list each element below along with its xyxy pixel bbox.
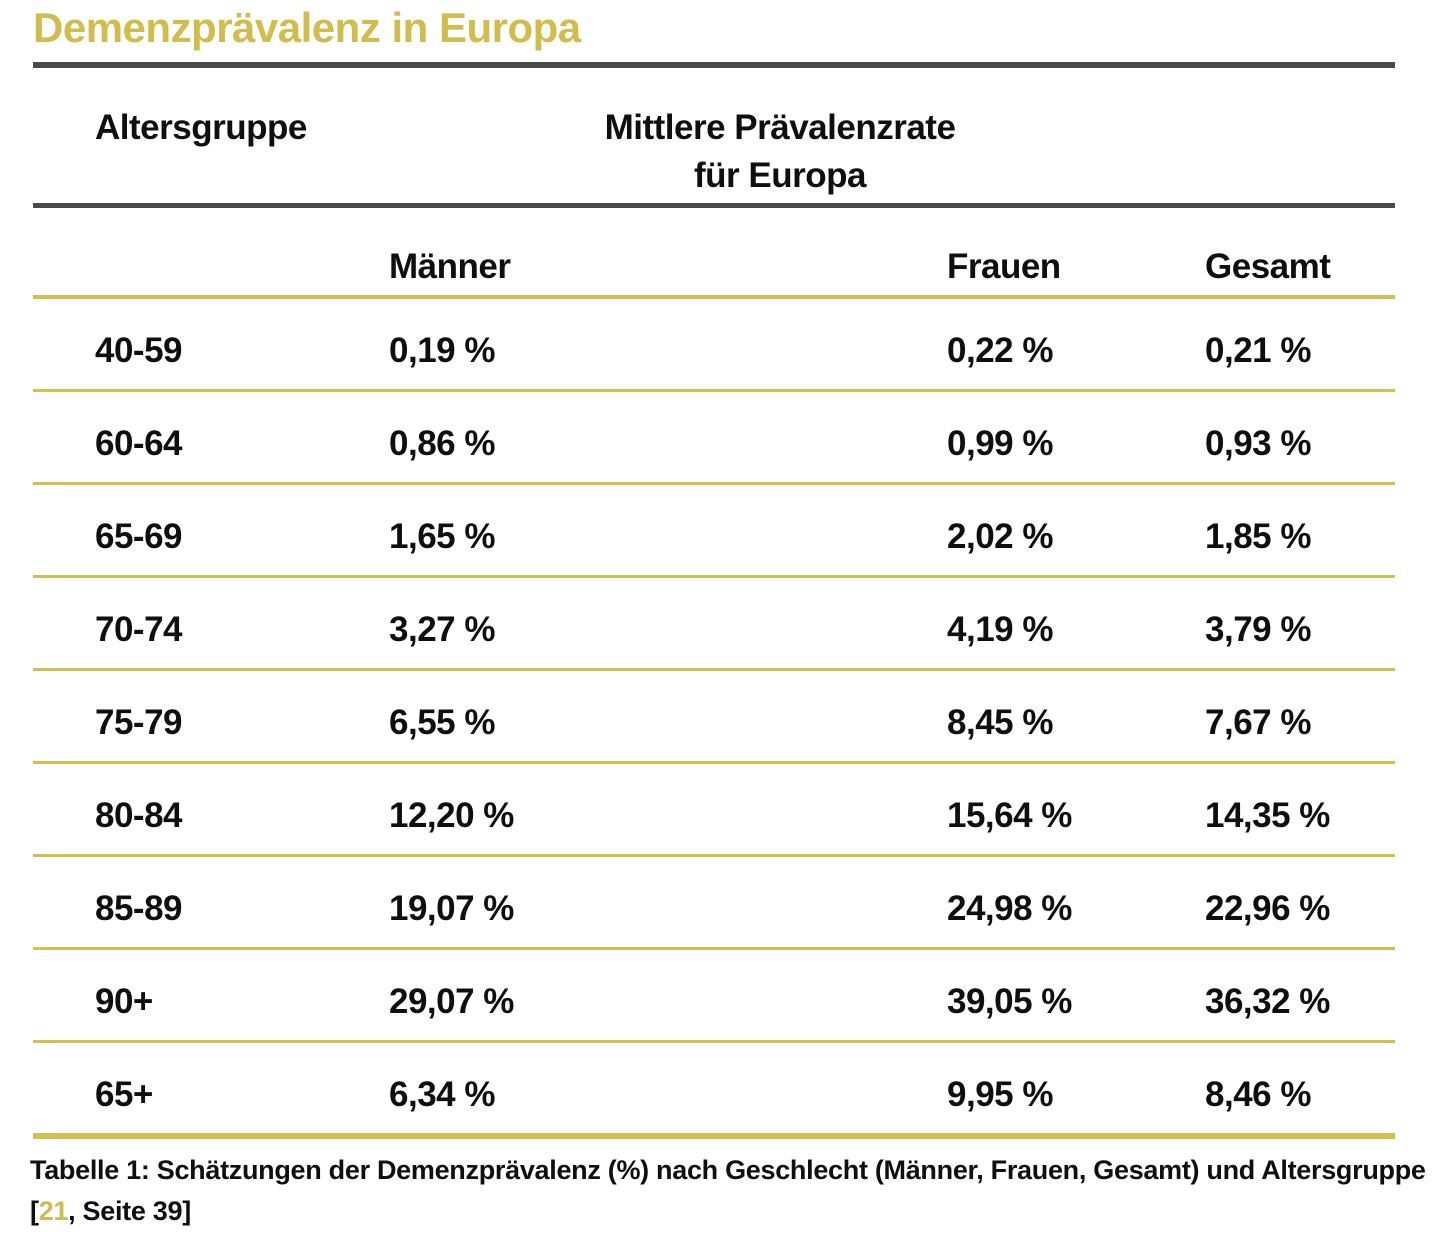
frauen-cell: 8,45 % bbox=[947, 703, 1053, 742]
group-header-line2: für Europa bbox=[694, 156, 866, 195]
column-header-frauen: Frauen bbox=[947, 247, 1061, 286]
gesamt-cell: 22,96 % bbox=[1205, 889, 1330, 928]
table-body: 40-59 0,19 % 0,22 % 0,21 % 60-64 0,86 % … bbox=[33, 299, 1395, 1139]
citation-link[interactable]: 21 bbox=[38, 1196, 69, 1226]
age-cell: 65+ bbox=[95, 1075, 153, 1114]
age-cell: 70-74 bbox=[95, 610, 183, 649]
maenner-cell: 0,86 % bbox=[389, 424, 495, 463]
table-caption: Tabelle 1: Schätzungen der Demenzprävale… bbox=[30, 1150, 1430, 1232]
frauen-cell: 0,22 % bbox=[947, 331, 1053, 370]
age-cell: 80-84 bbox=[95, 796, 183, 835]
caption-suffix: , Seite 39] bbox=[68, 1196, 191, 1226]
frauen-cell: 24,98 % bbox=[947, 889, 1072, 928]
table-row: 65+ 6,34 % 9,95 % 8,46 % bbox=[33, 1043, 1395, 1139]
table-row: 75-79 6,55 % 8,45 % 7,67 % bbox=[33, 671, 1395, 764]
column-header-rule bbox=[33, 295, 1395, 299]
column-header-spacer bbox=[33, 287, 389, 295]
frauen-cell: 15,64 % bbox=[947, 796, 1072, 835]
group-header-altersgruppe: Altersgruppe bbox=[95, 108, 307, 147]
frauen-cell: 9,95 % bbox=[947, 1075, 1053, 1114]
frauen-cell: 39,05 % bbox=[947, 982, 1072, 1021]
age-cell: 85-89 bbox=[95, 889, 183, 928]
gesamt-cell: 14,35 % bbox=[1205, 796, 1330, 835]
column-header-maenner: Männer bbox=[389, 247, 511, 286]
gesamt-cell: 36,32 % bbox=[1205, 982, 1330, 1021]
maenner-cell: 1,65 % bbox=[389, 517, 495, 556]
frauen-cell: 0,99 % bbox=[947, 424, 1053, 463]
age-cell: 60-64 bbox=[95, 424, 183, 463]
page-title: Demenzprävalenz in Europa bbox=[33, 4, 581, 51]
age-cell: 65-69 bbox=[95, 517, 183, 556]
title-underline-rule bbox=[33, 62, 1395, 68]
gesamt-cell: 0,21 % bbox=[1205, 331, 1311, 370]
maenner-cell: 12,20 % bbox=[389, 796, 514, 835]
column-header-row: Männer Frauen Gesamt bbox=[33, 208, 1395, 295]
gesamt-cell: 3,79 % bbox=[1205, 610, 1311, 649]
table-row: 80-84 12,20 % 15,64 % 14,35 % bbox=[33, 764, 1395, 857]
maenner-cell: 3,27 % bbox=[389, 610, 495, 649]
header-separator-rule bbox=[33, 203, 1395, 208]
caption-bracket-open: [ bbox=[30, 1196, 39, 1226]
frauen-cell: 4,19 % bbox=[947, 610, 1053, 649]
table-row: 65-69 1,65 % 2,02 % 1,85 % bbox=[33, 485, 1395, 578]
age-cell: 75-79 bbox=[95, 703, 183, 742]
caption-text: Tabelle 1: Schätzungen der Demenzprävale… bbox=[30, 1155, 1426, 1185]
gesamt-cell: 0,93 % bbox=[1205, 424, 1311, 463]
table-row: 70-74 3,27 % 4,19 % 3,79 % bbox=[33, 578, 1395, 671]
gesamt-cell: 8,46 % bbox=[1205, 1075, 1311, 1114]
maenner-cell: 6,34 % bbox=[389, 1075, 495, 1114]
group-header-praevalenzrate: Mittlere Prävalenzrate für Europa bbox=[390, 104, 1170, 200]
maenner-cell: 6,55 % bbox=[389, 703, 495, 742]
table-row: 60-64 0,86 % 0,99 % 0,93 % bbox=[33, 392, 1395, 485]
group-header-line1: Mittlere Prävalenzrate bbox=[604, 108, 956, 147]
table-row: 85-89 19,07 % 24,98 % 22,96 % bbox=[33, 857, 1395, 950]
column-header-gesamt: Gesamt bbox=[1205, 247, 1331, 286]
gesamt-cell: 7,67 % bbox=[1205, 703, 1311, 742]
table-row: 40-59 0,19 % 0,22 % 0,21 % bbox=[33, 299, 1395, 392]
frauen-cell: 2,02 % bbox=[947, 517, 1053, 556]
maenner-cell: 0,19 % bbox=[389, 331, 495, 370]
age-cell: 40-59 bbox=[95, 331, 183, 370]
gesamt-cell: 1,85 % bbox=[1205, 517, 1311, 556]
maenner-cell: 19,07 % bbox=[389, 889, 514, 928]
age-cell: 90+ bbox=[95, 982, 153, 1021]
maenner-cell: 29,07 % bbox=[389, 982, 514, 1021]
table-row: 90+ 29,07 % 39,05 % 36,32 % bbox=[33, 950, 1395, 1043]
